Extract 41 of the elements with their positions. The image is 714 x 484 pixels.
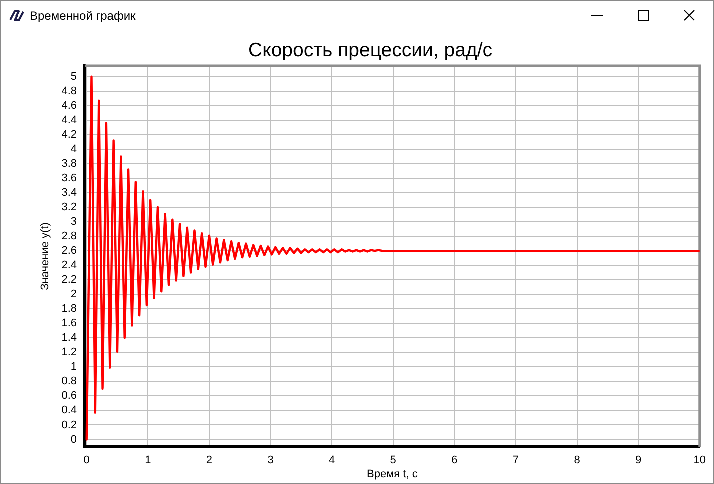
y-tick-label: 0.6: [62, 390, 77, 402]
x-tick-label: 0: [84, 454, 90, 467]
y-tick-label: 2.2: [62, 274, 77, 286]
x-tick-label: 8: [574, 454, 580, 467]
y-tick-label: 4.4: [62, 114, 77, 126]
y-tick-label: 2.8: [62, 230, 77, 243]
y-tick-label: 0.4: [62, 404, 77, 417]
x-tick-label: 10: [694, 454, 706, 467]
x-tick-label: 9: [636, 454, 642, 467]
y-tick-label: 0: [70, 434, 77, 446]
y-tick-label: 3.4: [62, 187, 77, 200]
x-tick-label: 6: [452, 454, 458, 467]
y-tick-label: 4.2: [62, 128, 77, 141]
y-tick-label: 1.6: [62, 318, 77, 330]
y-tick-label: 3.2: [62, 202, 77, 214]
x-tick-label: 1: [145, 454, 152, 467]
y-tick-label: 3.6: [62, 172, 77, 185]
y-tick-label: 0.2: [62, 419, 77, 432]
y-tick-label: 4.6: [62, 100, 77, 112]
y-tick-label: 1.4: [62, 332, 77, 344]
chart-title: Скорость прецессии, рад/с: [248, 39, 493, 62]
x-tick-label: 2: [206, 454, 213, 467]
x-tick-label: 4: [328, 454, 336, 467]
y-tick-label: 4: [70, 143, 77, 156]
y-tick-label: 1.2: [62, 346, 77, 359]
y-tick-label: 0.8: [62, 376, 77, 388]
y-tick-label: 5: [70, 70, 77, 83]
y-axis-title: Значение y(t): [40, 222, 52, 290]
y-tick-label: 2.4: [62, 260, 77, 272]
y-tick-label: 1.8: [62, 303, 77, 316]
y-tick-label: 2: [70, 288, 77, 301]
y-tick-label: 4.8: [62, 85, 77, 98]
y-tick-label: 1: [70, 361, 77, 374]
y-tick-label: 3.8: [62, 158, 77, 170]
x-tick-label: 7: [512, 454, 520, 467]
y-tick-label: 2.6: [62, 245, 77, 258]
text: Временной график: [30, 9, 136, 23]
x-tick-label: 3: [268, 454, 274, 467]
x-axis-title: Время t, с: [367, 468, 418, 480]
x-tick-label: 5: [390, 454, 396, 467]
y-tick-label: 3: [70, 216, 77, 228]
